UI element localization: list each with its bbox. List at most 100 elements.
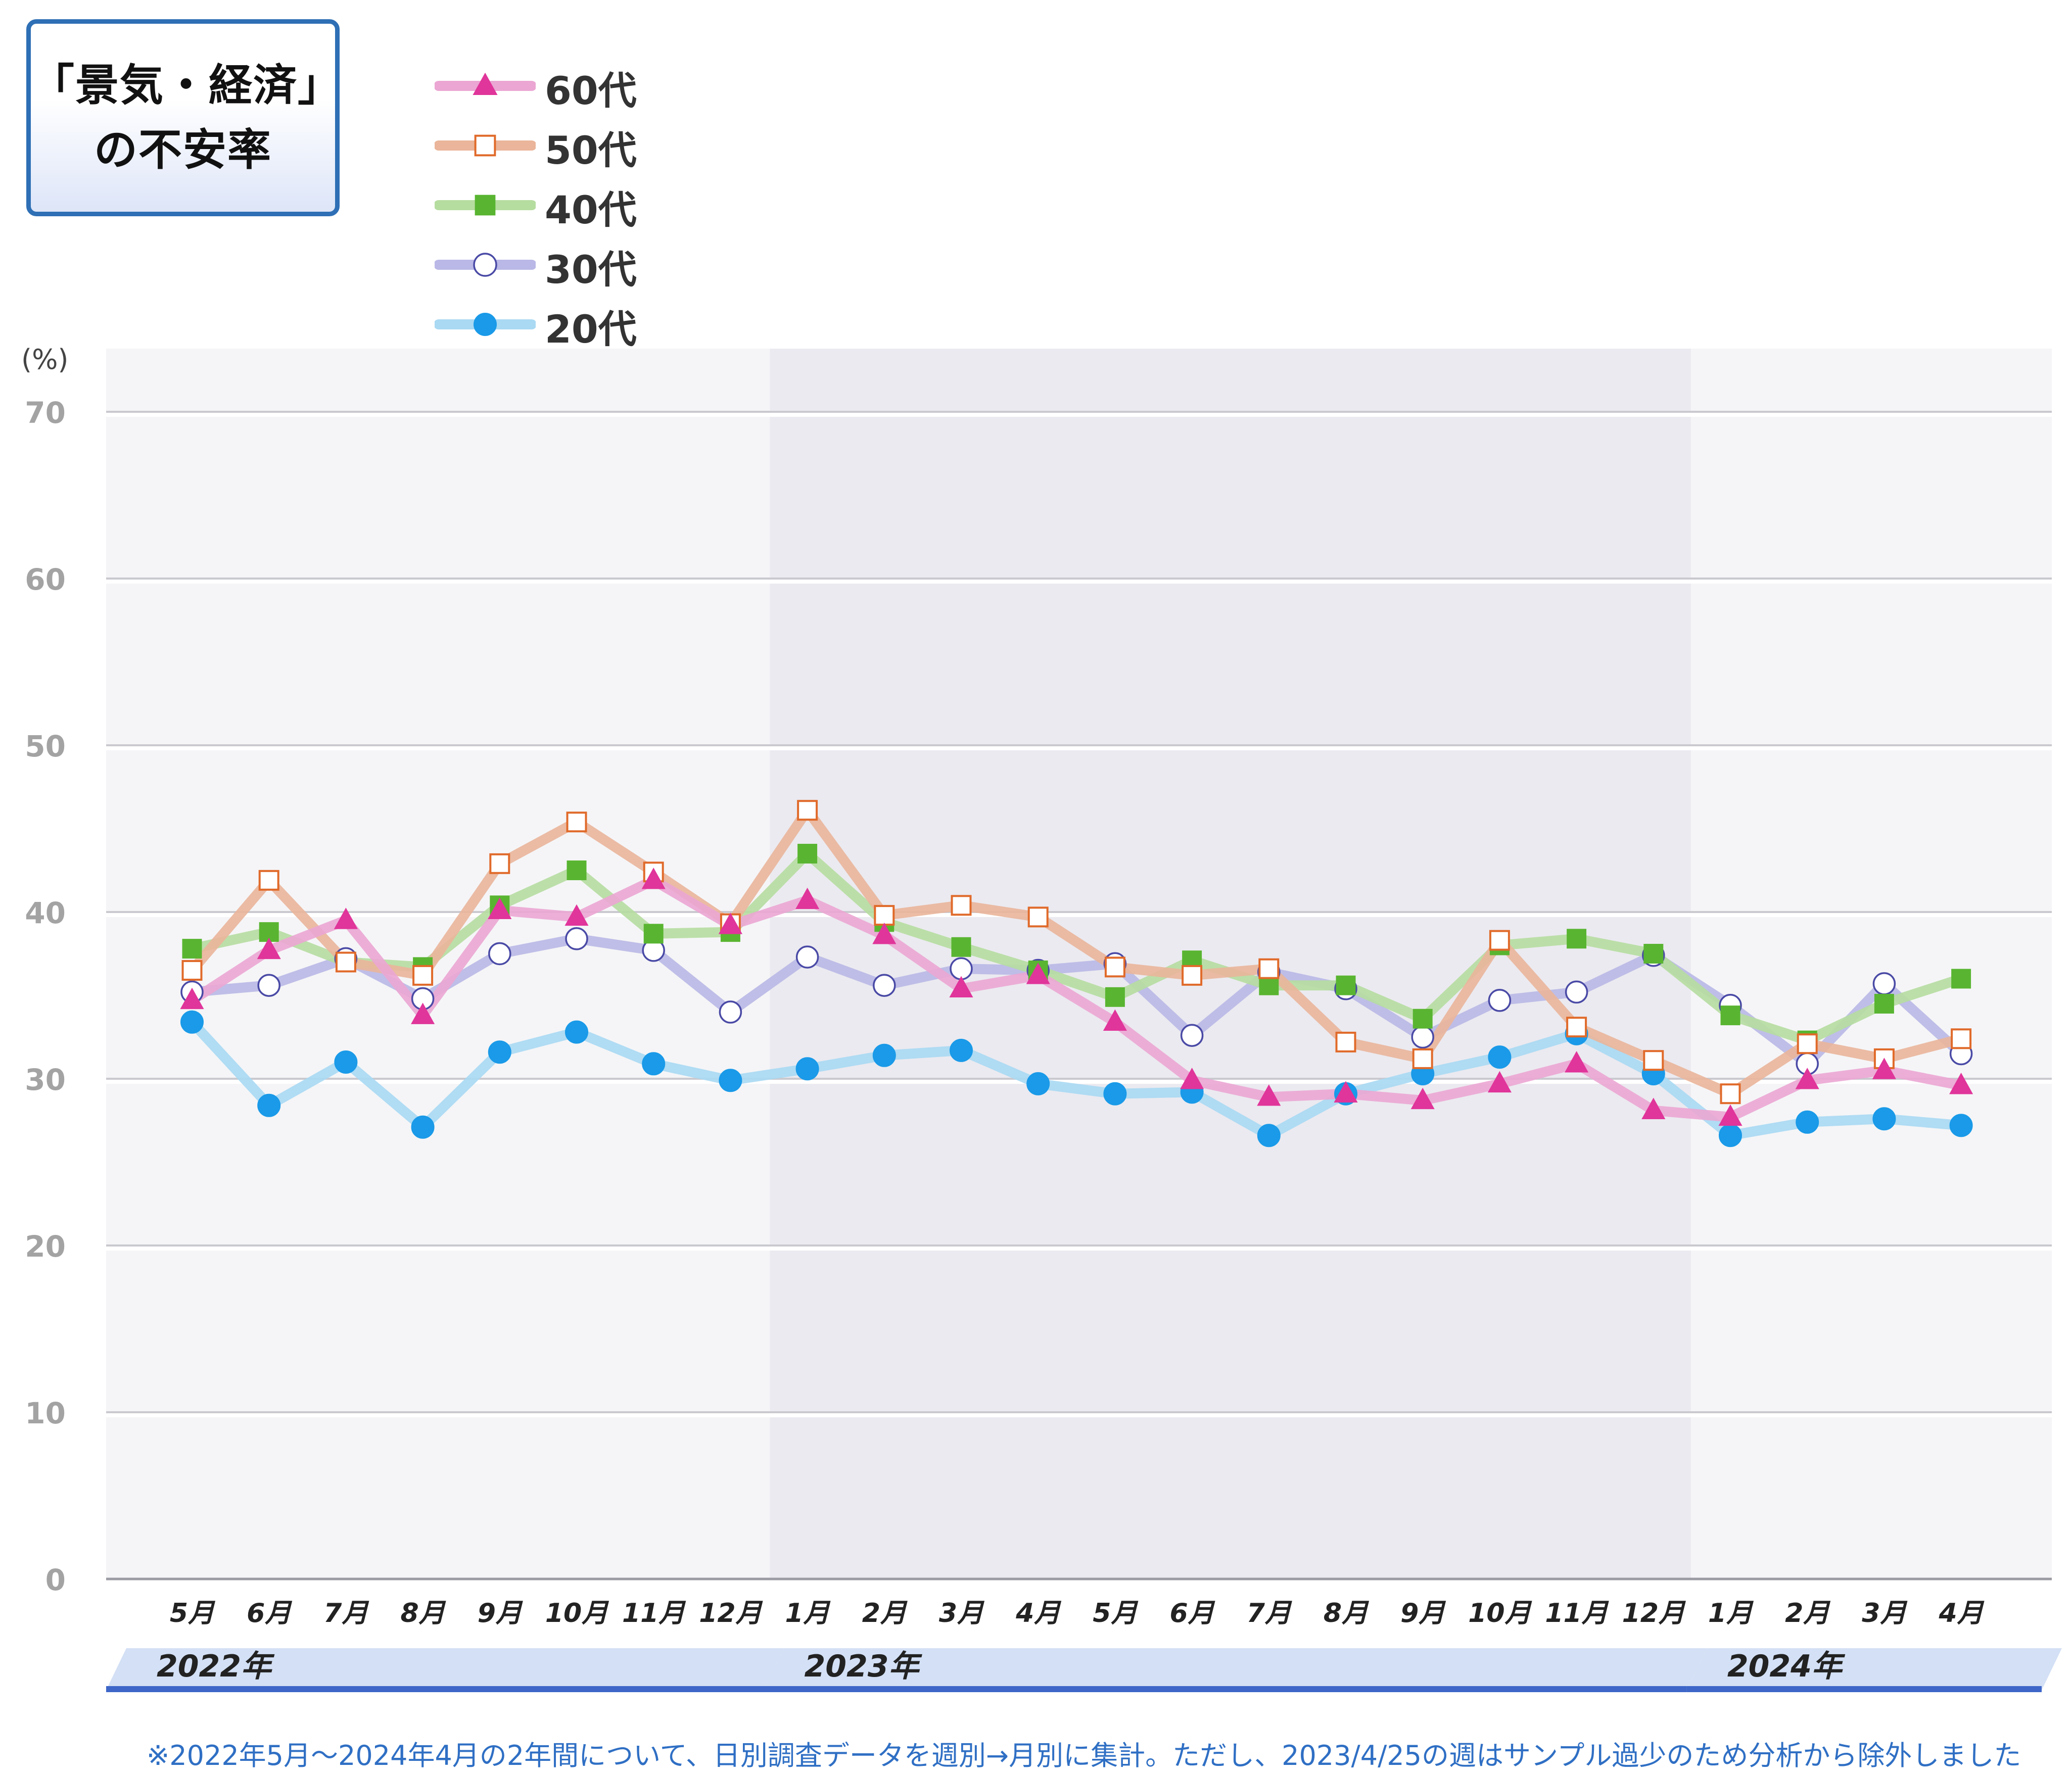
data-point-60代 [257, 937, 281, 960]
data-point-20代 [180, 1010, 204, 1034]
year-ribbon [106, 1648, 784, 1690]
data-point-50代 [566, 811, 587, 833]
y-tick-label: 20 [25, 1229, 66, 1264]
data-point-20代 [1872, 1107, 1896, 1131]
year-ribbon [764, 1648, 1707, 1690]
x-tick-label: 6月 [247, 1598, 292, 1628]
data-point-40代 [643, 924, 664, 944]
data-point-60代 [1718, 1104, 1743, 1126]
data-point-20代 [334, 1050, 358, 1074]
data-point-60代 [1872, 1058, 1896, 1079]
data-point-60代 [718, 913, 742, 934]
data-point-50代 [797, 800, 818, 821]
x-tick-label: 7月 [323, 1598, 369, 1628]
series-line-20代 [187, 1017, 1966, 1141]
x-tick-label: 7月 [1247, 1598, 1292, 1628]
data-point-60代 [1565, 1051, 1589, 1073]
data-point-60代 [1641, 1097, 1666, 1119]
data-point-60代 [1334, 1081, 1358, 1103]
data-point-50代 [258, 870, 279, 891]
data-point-40代 [182, 939, 202, 959]
data-point-40代 [1412, 1009, 1433, 1029]
chart-title-line-1: 「景気・経済」 [31, 60, 342, 111]
data-point-20代 [1949, 1114, 1973, 1137]
chart-title-line-2: の不安率 [94, 125, 272, 175]
data-point-30代 [1872, 972, 1896, 995]
x-tick-label: 8月 [401, 1598, 446, 1628]
data-point-20代 [642, 1052, 666, 1076]
data-point-60代 [1180, 1068, 1204, 1089]
x-tick-label: 1月 [1708, 1598, 1754, 1628]
x-tick-label: 12月 [1622, 1598, 1686, 1628]
data-point-50代 [1489, 930, 1510, 951]
series-line-60代 [187, 875, 1966, 1122]
x-tick-label: 8月 [1324, 1598, 1369, 1628]
data-point-30代 [873, 974, 896, 997]
data-point-60代 [795, 887, 820, 909]
data-point-50代 [1566, 1017, 1587, 1038]
data-point-60代 [488, 897, 512, 919]
y-tick-label: 0 [45, 1563, 66, 1597]
data-point-40代 [1567, 929, 1587, 949]
legend-swatch [435, 134, 536, 157]
data-point-60代 [334, 907, 358, 929]
data-point-60代 [564, 904, 589, 926]
year-ribbon [1686, 1648, 2062, 1690]
data-point-50代 [1335, 1031, 1356, 1052]
year-label: 2023年 [805, 1649, 923, 1684]
legend-marker [474, 313, 497, 336]
x-tick-label: 3月 [1862, 1598, 1907, 1628]
legend-marker [475, 195, 496, 216]
data-point-20代 [872, 1043, 896, 1067]
data-point-40代 [567, 860, 587, 880]
data-point-20代 [565, 1020, 588, 1044]
data-point-50代 [951, 895, 972, 916]
data-point-50代 [1951, 1028, 1972, 1049]
x-tick-label: 2月 [862, 1598, 908, 1628]
data-point-40代 [1336, 975, 1356, 995]
data-point-50代 [874, 905, 895, 926]
data-point-50代 [1797, 1033, 1818, 1055]
data-point-60代 [1795, 1068, 1819, 1089]
data-point-20代 [257, 1093, 281, 1117]
data-point-50代 [1258, 958, 1280, 979]
data-point-60代 [1949, 1073, 1973, 1094]
legend-label: 50代 [545, 128, 637, 173]
data-point-40代 [1951, 969, 1971, 989]
data-point-60代 [1487, 1071, 1512, 1093]
x-tick-label: 4月 [1939, 1598, 1985, 1628]
data-point-50代 [1720, 1083, 1741, 1105]
data-point-40代 [1874, 994, 1894, 1014]
data-point-20代 [1719, 1124, 1742, 1147]
legend-label: 30代 [545, 247, 637, 292]
data-point-30代 [1411, 1025, 1434, 1049]
legend-marker [473, 253, 497, 277]
data-point-50代 [1104, 956, 1125, 978]
data-point-40代 [1105, 987, 1125, 1007]
data-point-30代 [257, 974, 280, 997]
footnote: ※2022年5月～2024年4月の2年間について、日別調査データを週別→月別に集… [147, 1740, 2021, 1771]
data-point-60代 [1257, 1084, 1281, 1106]
data-point-50代 [1643, 1050, 1664, 1071]
data-point-40代 [797, 844, 818, 864]
x-tick-label: 4月 [1015, 1598, 1061, 1628]
data-point-20代 [1488, 1045, 1512, 1069]
series-line-40代 [187, 848, 1966, 1046]
x-tick-label: 1月 [785, 1598, 831, 1628]
data-point-30代 [488, 942, 511, 966]
year-band-highlight [770, 349, 1691, 1579]
legend-swatch [435, 313, 536, 336]
x-tick-label: 10月 [1468, 1598, 1532, 1628]
x-tick-label: 11月 [622, 1598, 686, 1628]
data-point-20代 [488, 1040, 511, 1064]
data-point-50代 [1027, 906, 1049, 928]
data-point-60代 [411, 1002, 435, 1024]
data-point-30代 [1488, 989, 1512, 1012]
data-point-60代 [1103, 1009, 1127, 1031]
data-point-30代 [719, 1000, 742, 1024]
y-tick-label: 70 [25, 396, 66, 430]
data-point-60代 [1410, 1087, 1435, 1110]
plot-area: 0 10 20 30 40 50 60 70 (%) 5月 6月 7月 8月 9月 10月 11月 12月 1月 2… [21, 344, 2062, 1692]
data-point-40代 [951, 937, 971, 957]
